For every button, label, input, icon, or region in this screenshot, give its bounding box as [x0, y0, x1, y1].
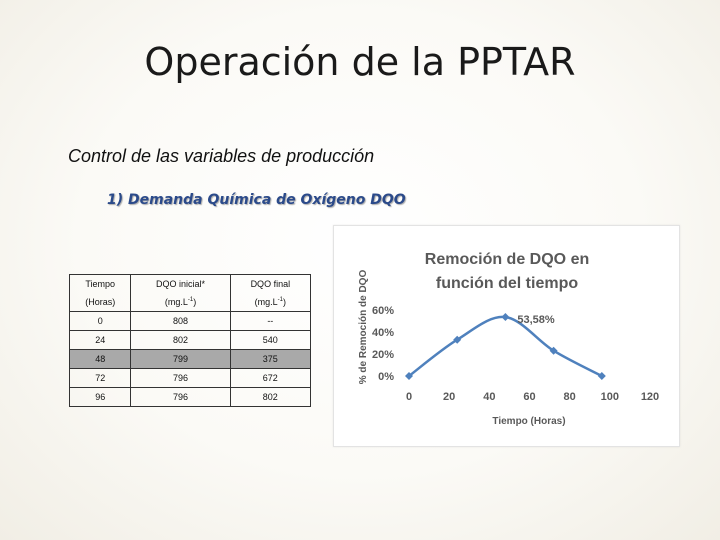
x-tick-label: 80: [564, 391, 576, 403]
table-cell: 72: [68, 368, 132, 388]
x-tick-label: 0: [406, 391, 412, 403]
table-cell: 0: [68, 311, 132, 331]
table-row: 96 796 802: [68, 387, 312, 407]
table-cell: 796: [130, 368, 231, 388]
header-cell: Tiempo: [68, 274, 132, 293]
y-tick-label: 40%: [372, 327, 394, 339]
table-row: 24 802 540: [68, 330, 312, 350]
table-header-row: Tiempo DQO inicial* DQO final: [68, 274, 312, 293]
slide-subtitle: Control de las variables de producción: [68, 146, 375, 166]
table-cell: 672: [229, 368, 312, 388]
table-row: 48 799 375: [68, 349, 312, 369]
x-axis-label: Tiempo (Horas): [492, 416, 565, 427]
series-line: [408, 315, 603, 378]
header-unit-cell: (mg.L-1): [130, 293, 231, 312]
table-cell: 540: [229, 330, 312, 350]
slide-title: Operación de la PPTAR: [144, 40, 576, 84]
header-unit-cell: (Horas): [68, 293, 132, 312]
table-cell: 375: [229, 349, 312, 369]
header-cell: DQO inicial*: [130, 274, 231, 293]
data-point-marker: [501, 313, 510, 322]
y-tick-label: 0%: [378, 371, 394, 383]
x-tick-label: 20: [443, 391, 455, 403]
chart-panel: Remoción de DQO en función del tiempo % …: [333, 225, 680, 447]
header-cell: DQO final: [229, 274, 312, 293]
table-cell: 96: [68, 387, 132, 407]
chart-title-line2: función del tiempo: [436, 275, 578, 292]
section-heading: 1) Demanda Química de Oxígeno DQO: [107, 192, 406, 208]
table-body: 0 808 -- 24 802 540 48 799 375 72 796 672 96 796 802: [68, 311, 312, 407]
table-cell: 799: [130, 349, 231, 369]
data-point-marker: [453, 335, 462, 344]
x-tick-label: 40: [483, 391, 495, 403]
table-header-units-row: (Horas) (mg.L-1) (mg.L-1): [68, 293, 312, 312]
table-cell: 802: [229, 387, 312, 407]
plot-layer: 0% 20% 40% 60% 0 20 40 60 80 100 120 53,58%: [372, 305, 659, 403]
table-cell: 796: [130, 387, 231, 407]
x-tick-label: 60: [523, 391, 535, 403]
table-row: 72 796 672: [68, 368, 312, 388]
y-tick-label: 60%: [372, 305, 394, 317]
table-cell: 802: [130, 330, 231, 350]
table-cell: 808: [130, 311, 231, 331]
y-axis-label: % de Remoción de DQO: [358, 270, 369, 385]
x-tick-label: 120: [641, 391, 659, 403]
dqo-table: Tiempo DQO inicial* DQO final (Horas) (m…: [68, 274, 312, 407]
data-point-marker: [549, 346, 558, 355]
peak-annotation: 53,58%: [517, 314, 555, 326]
table-cell: --: [229, 311, 312, 331]
table-cell: 24: [68, 330, 132, 350]
y-tick-label: 20%: [372, 349, 394, 361]
table-cell: 48: [68, 349, 132, 369]
chart-title-line1: Remoción de DQO en: [425, 251, 589, 268]
data-point-marker: [405, 372, 413, 380]
dqo-removal-chart: Remoción de DQO en función del tiempo % …: [358, 251, 659, 427]
data-point-marker: [597, 372, 606, 380]
table-row: 0 808 --: [68, 311, 312, 331]
x-tick-label: 100: [601, 391, 619, 403]
header-unit-cell: (mg.L-1): [229, 293, 312, 312]
